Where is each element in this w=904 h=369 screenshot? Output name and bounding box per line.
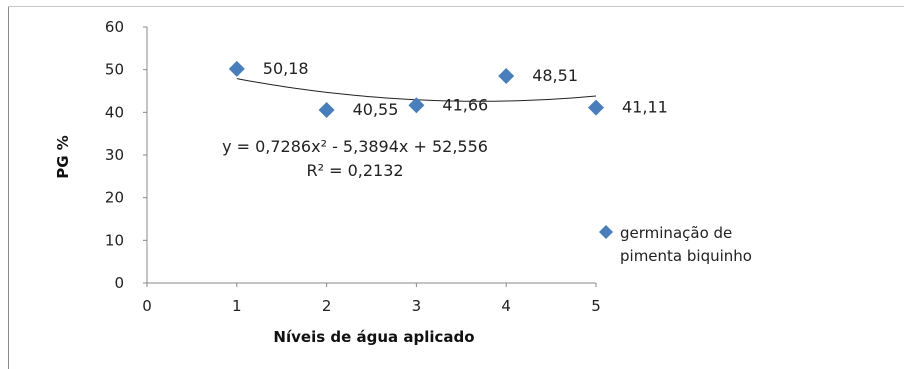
x-tick-label: 0 bbox=[142, 297, 152, 315]
data-point bbox=[408, 97, 425, 114]
x-tick-label: 2 bbox=[322, 297, 332, 315]
frame-top-border bbox=[8, 6, 904, 7]
trendline-equation: y = 0,7286x² - 5,3894x + 52,556 bbox=[222, 137, 488, 156]
y-tick-label: 30 bbox=[105, 146, 124, 164]
legend: germinação de pimenta biquinho bbox=[599, 224, 752, 265]
y-tick-label: 40 bbox=[105, 103, 124, 121]
y-tick-labels: 0 10 20 30 40 50 60 bbox=[105, 18, 147, 292]
x-tick-label: 3 bbox=[412, 297, 422, 315]
data-label: 40,55 bbox=[353, 100, 399, 119]
trendline-r-squared: R² = 0,2132 bbox=[306, 161, 403, 180]
data-label: 41,11 bbox=[622, 98, 668, 117]
y-tick-label: 20 bbox=[105, 189, 124, 207]
frame-left-border bbox=[8, 6, 9, 369]
legend-marker bbox=[599, 225, 613, 239]
x-tick-label: 4 bbox=[501, 297, 511, 315]
x-axis-title: Níveis de água aplicado bbox=[273, 328, 474, 346]
x-tick-label: 1 bbox=[232, 297, 242, 315]
data-label: 41,66 bbox=[442, 95, 488, 114]
data-point bbox=[498, 68, 515, 85]
y-axis-title: PG % bbox=[54, 135, 72, 179]
data-label: 50,18 bbox=[263, 59, 309, 78]
data-point bbox=[318, 101, 335, 118]
x-tick-label: 5 bbox=[591, 297, 601, 315]
legend-label-line-2: pimenta biquinho bbox=[620, 247, 752, 265]
data-label: 48,51 bbox=[532, 66, 578, 85]
data-point bbox=[588, 99, 604, 116]
x-tick-labels: 0 1 2 3 4 5 bbox=[142, 283, 601, 315]
data-point bbox=[228, 60, 245, 77]
y-tick-label: 50 bbox=[105, 61, 124, 79]
data-labels: 50,18 40,55 41,66 48,51 41,11 bbox=[263, 59, 668, 119]
y-tick-label: 10 bbox=[105, 231, 124, 249]
y-tick-label: 60 bbox=[105, 18, 124, 36]
legend-label-line-1: germinação de bbox=[620, 224, 732, 242]
y-tick-label: 0 bbox=[114, 274, 124, 292]
data-points bbox=[228, 60, 604, 118]
